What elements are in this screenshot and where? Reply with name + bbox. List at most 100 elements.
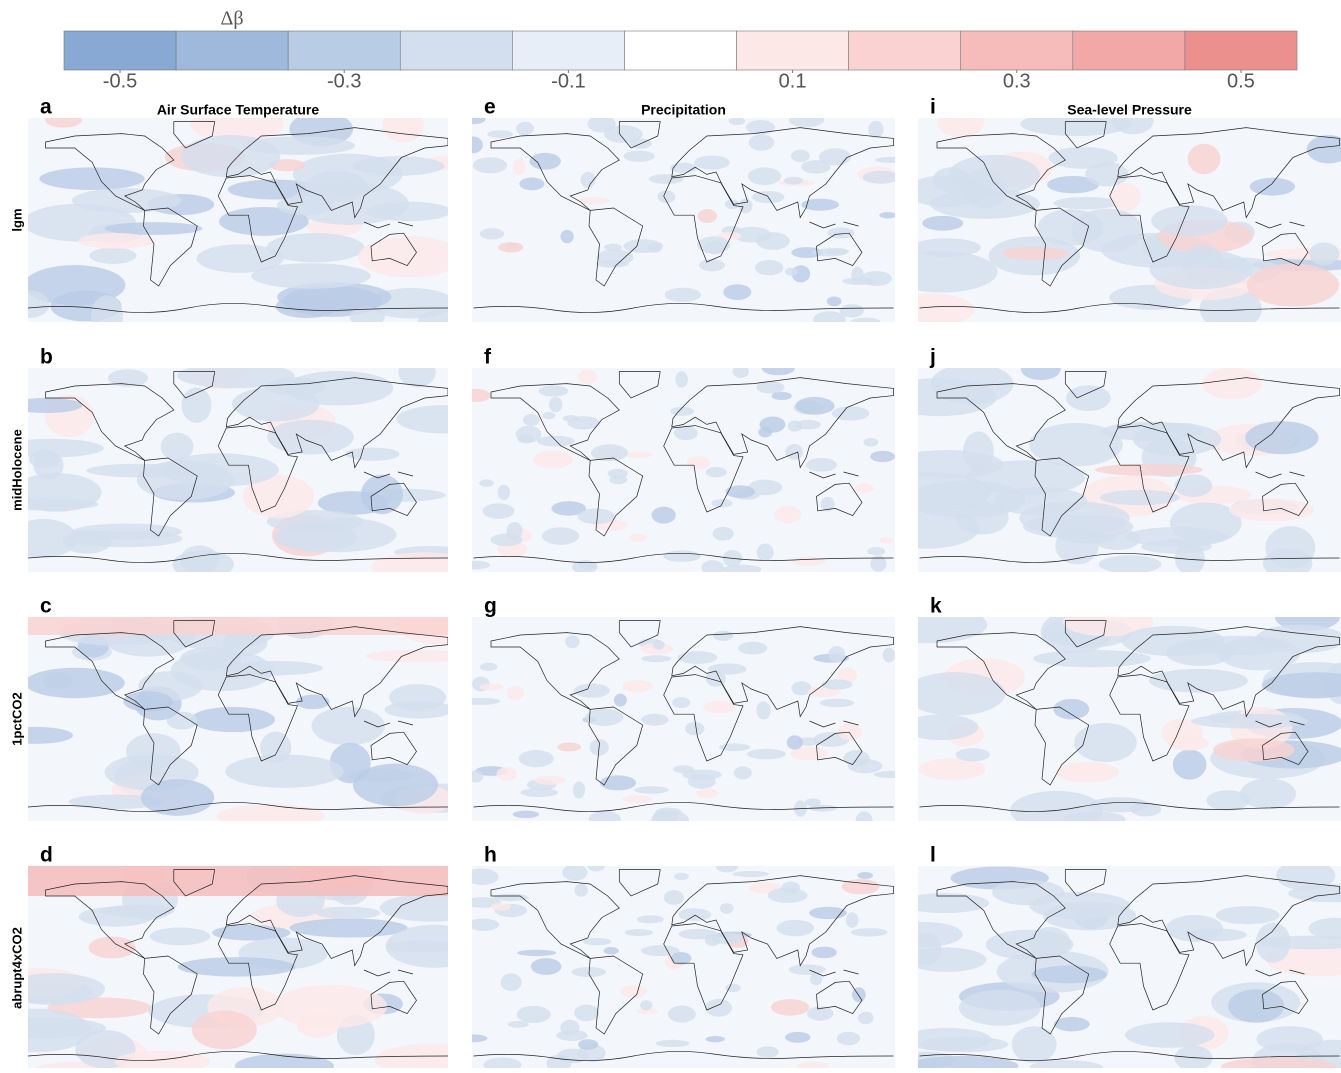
anomaly-region	[1173, 749, 1207, 779]
color-bin	[512, 31, 624, 70]
anomaly-region	[519, 178, 544, 191]
anomaly-region	[851, 267, 863, 283]
anomaly-region	[192, 1011, 257, 1050]
anomaly-region	[574, 684, 610, 698]
anomaly-region	[583, 938, 611, 946]
anomaly-region	[792, 557, 826, 566]
color-bin	[849, 31, 961, 70]
anomaly-region	[825, 248, 849, 254]
anomaly-region	[575, 884, 588, 897]
anomaly-region	[573, 781, 585, 798]
anomaly-region	[542, 527, 579, 545]
anomaly-region	[879, 212, 896, 218]
map-field	[0, 602, 495, 828]
anomaly-region	[623, 239, 662, 253]
anomaly-region	[637, 915, 664, 923]
anomaly-region	[756, 232, 790, 250]
anomaly-region	[956, 748, 990, 761]
row-label: abrupt4xCO2	[9, 927, 24, 1009]
anomaly-region	[568, 416, 600, 429]
arctic-anomaly	[28, 617, 448, 635]
anomaly-region	[720, 903, 734, 914]
anomaly-region	[141, 779, 214, 816]
anomaly-region	[521, 788, 559, 797]
anomaly-region	[652, 507, 676, 524]
anomaly-region	[382, 109, 424, 143]
row-label: midHolocene	[9, 429, 24, 511]
anomaly-region	[992, 880, 1065, 905]
anomaly-region	[640, 1000, 652, 1010]
anomaly-region	[622, 795, 652, 803]
panel-letter: l	[930, 844, 936, 867]
anomaly-region	[91, 295, 123, 336]
anomaly-region	[634, 786, 669, 794]
map-panel	[0, 357, 492, 582]
anomaly-region	[785, 1032, 810, 1043]
column-title: Air Surface Temperature	[157, 102, 320, 118]
anomaly-region	[161, 433, 194, 461]
anomaly-region	[771, 999, 809, 1016]
anomaly-region	[883, 648, 896, 663]
anomaly-region	[685, 722, 704, 735]
anomaly-region	[806, 458, 837, 472]
anomaly-region	[625, 452, 654, 458]
anomaly-region	[483, 503, 515, 518]
anomaly-region	[840, 304, 864, 317]
anomaly-region	[880, 537, 894, 543]
anomaly-region	[1031, 966, 1106, 984]
anomaly-region	[713, 527, 734, 541]
anomaly-region	[458, 561, 490, 570]
anomaly-region	[1043, 902, 1136, 931]
anomaly-region	[361, 475, 403, 515]
anomaly-region	[672, 697, 690, 708]
anomaly-region	[907, 175, 987, 207]
anomaly-region	[641, 655, 671, 662]
anomaly-region	[875, 157, 909, 163]
anomaly-region	[578, 1039, 598, 1050]
map-field	[460, 860, 895, 1068]
anomaly-region	[713, 631, 734, 641]
anomaly-region	[1053, 699, 1089, 719]
anomaly-region	[856, 811, 873, 827]
anomaly-region	[732, 871, 769, 877]
anomaly-region	[1151, 205, 1227, 236]
anomaly-region	[25, 668, 125, 698]
map-panel	[9, 107, 468, 336]
anomaly-region	[863, 438, 878, 447]
row-label: lgm	[9, 208, 24, 231]
anomaly-region	[480, 663, 498, 671]
map-field	[0, 357, 492, 582]
anomaly-region	[501, 973, 522, 991]
anomaly-region	[513, 811, 539, 818]
anomaly-region	[460, 1034, 488, 1042]
anomaly-region	[517, 950, 556, 956]
anomaly-region	[1099, 555, 1162, 573]
anomaly-region	[768, 888, 808, 903]
anomaly-region	[1053, 197, 1118, 209]
tick-label: 0.3	[1003, 70, 1031, 92]
anomaly-region	[1216, 906, 1280, 924]
anomaly-region	[100, 905, 174, 918]
anomaly-region	[463, 389, 491, 402]
anomaly-region	[796, 420, 821, 430]
anomaly-region	[316, 907, 381, 919]
anomaly-region	[462, 136, 483, 153]
map-panel	[872, 358, 1341, 579]
anomaly-region	[516, 122, 534, 136]
anomaly-region	[180, 545, 219, 574]
anomaly-region	[560, 1020, 579, 1036]
color-bin	[400, 31, 512, 70]
anomaly-region	[791, 681, 811, 695]
panel-letter: i	[930, 96, 936, 119]
anomaly-region	[513, 159, 526, 175]
anomaly-region	[756, 1046, 778, 1058]
anomaly-region	[537, 436, 575, 447]
panel-letter: g	[484, 595, 497, 618]
anomaly-region	[39, 167, 144, 190]
anomaly-region	[468, 770, 483, 782]
anomaly-region	[386, 925, 484, 968]
anomaly-region	[1188, 144, 1221, 174]
anomaly-region	[656, 1040, 690, 1047]
anomaly-region	[1023, 514, 1133, 539]
anomaly-region	[851, 928, 888, 936]
